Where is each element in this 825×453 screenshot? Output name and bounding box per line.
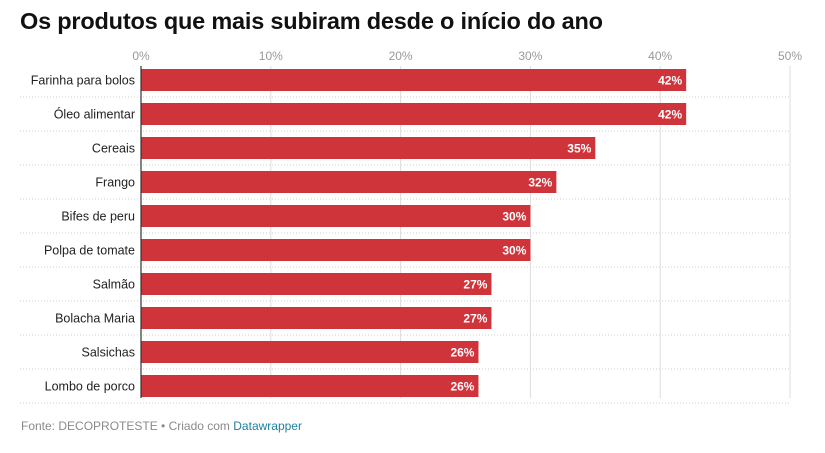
x-tick-label: 10% — [259, 49, 283, 63]
bar — [141, 341, 479, 363]
value-label: 30% — [502, 244, 526, 258]
category-label: Polpa de tomate — [44, 244, 135, 258]
value-label: 27% — [463, 278, 487, 292]
value-label: 42% — [658, 108, 682, 122]
x-tick-label: 30% — [518, 49, 542, 63]
category-label: Lombo de porco — [45, 380, 135, 394]
datawrapper-link[interactable]: Datawrapper — [233, 419, 302, 433]
chart-footer: Fonte: DECOPROTESTE • Criado com Datawra… — [21, 419, 302, 433]
value-label: 27% — [463, 312, 487, 326]
category-label: Bifes de peru — [61, 210, 135, 224]
created-with-text: Criado com — [168, 419, 234, 433]
value-label: 30% — [502, 210, 526, 224]
value-label: 32% — [528, 176, 552, 190]
chart-title: Os produtos que mais subiram desde o iní… — [20, 8, 603, 34]
bar — [141, 69, 687, 91]
x-tick-label: 40% — [648, 49, 672, 63]
category-label: Farinha para bolos — [31, 74, 135, 88]
bar — [141, 205, 531, 227]
bar — [141, 171, 557, 193]
category-label: Óleo alimentar — [54, 107, 135, 122]
bar-chart: 0% 10% 20% 30% 40% 50% Farinha para bolos 42% Ól… — [20, 49, 802, 404]
value-label: 26% — [450, 346, 474, 360]
category-label: Cereais — [92, 142, 135, 156]
footer-separator: • — [157, 419, 169, 433]
category-label: Frango — [95, 176, 135, 190]
bar — [141, 103, 687, 125]
bar — [141, 239, 531, 261]
x-tick-label: 20% — [389, 49, 413, 63]
category-label: Bolacha Maria — [55, 312, 135, 326]
value-label: 35% — [567, 142, 591, 156]
bar — [141, 273, 492, 295]
bar — [141, 137, 596, 159]
category-label: Salmão — [93, 278, 135, 292]
value-label: 42% — [658, 74, 682, 88]
category-label: Salsichas — [82, 346, 136, 360]
x-tick-label: 50% — [778, 49, 802, 63]
bar — [141, 307, 492, 329]
value-label: 26% — [450, 380, 474, 394]
source-text: Fonte: DECOPROTESTE — [21, 419, 158, 433]
x-tick-label: 0% — [132, 49, 150, 63]
bar — [141, 375, 479, 397]
